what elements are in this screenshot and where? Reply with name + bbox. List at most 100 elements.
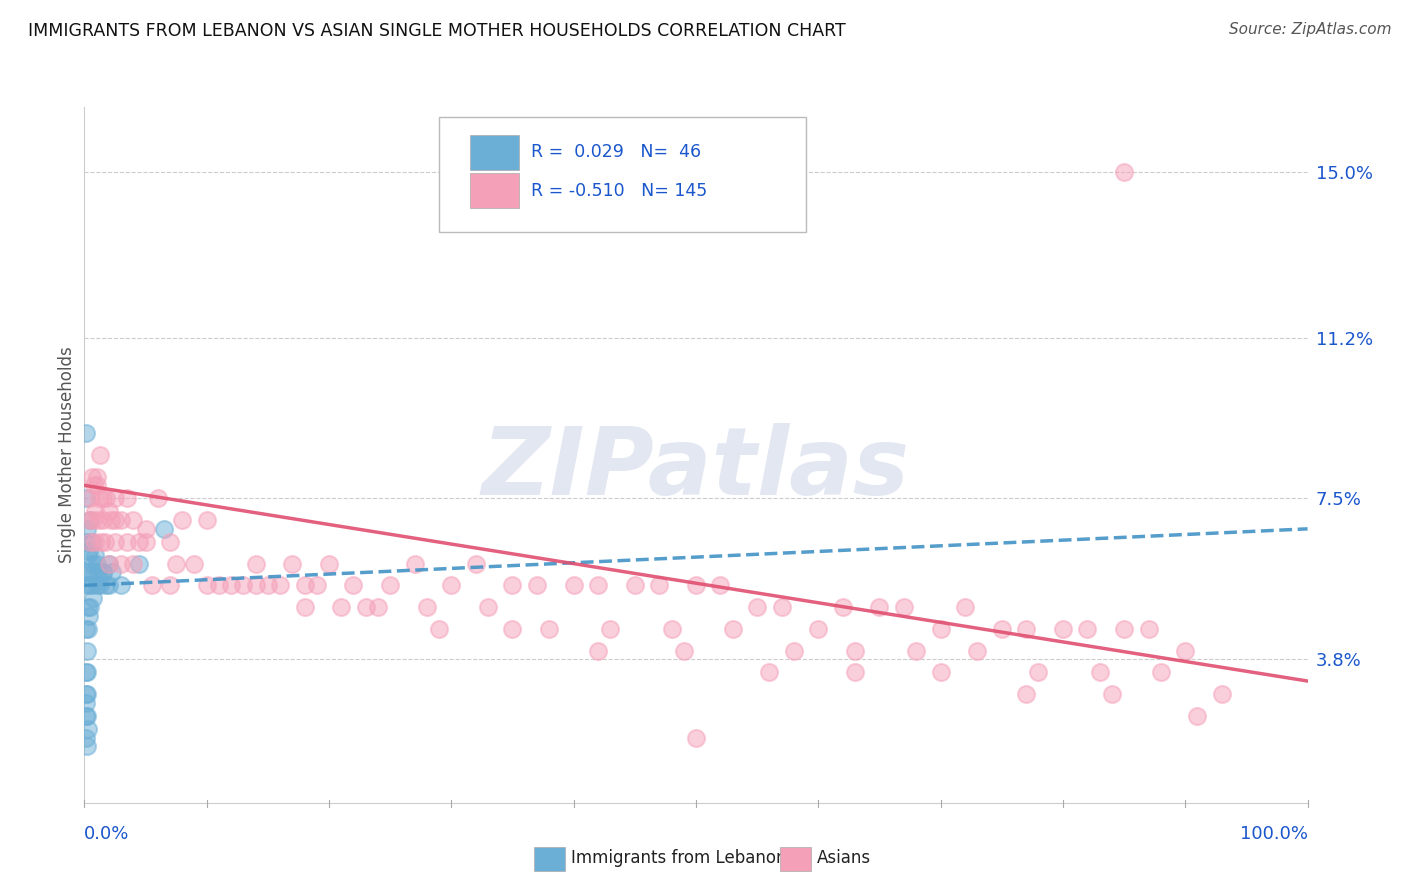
Point xyxy=(91,513,114,527)
Point xyxy=(75,534,97,549)
Point xyxy=(758,665,780,680)
Bar xyxy=(470,135,519,169)
Text: ZIPatlas: ZIPatlas xyxy=(482,423,910,515)
Point xyxy=(77,548,100,562)
Text: R = -0.510   N= 145: R = -0.510 N= 145 xyxy=(531,182,707,200)
Point xyxy=(1114,622,1136,636)
Point xyxy=(159,578,181,592)
Point xyxy=(1088,665,1111,680)
Point xyxy=(86,557,108,571)
Point xyxy=(1028,665,1050,680)
Point xyxy=(76,522,98,536)
Point xyxy=(75,566,97,580)
Point xyxy=(966,643,988,657)
Point xyxy=(75,731,97,745)
Point xyxy=(100,513,122,527)
Point xyxy=(208,578,231,592)
Point xyxy=(75,491,97,506)
Point xyxy=(86,478,108,492)
Point xyxy=(82,557,104,571)
Point xyxy=(80,534,103,549)
Point xyxy=(104,513,127,527)
Point xyxy=(91,566,114,580)
Point xyxy=(685,578,707,592)
Point xyxy=(110,557,132,571)
Text: Immigrants from Lebanon: Immigrants from Lebanon xyxy=(571,849,786,867)
Point xyxy=(79,566,101,580)
Point xyxy=(672,643,695,657)
Point xyxy=(1150,665,1173,680)
Point xyxy=(232,578,254,592)
Point xyxy=(104,534,127,549)
Y-axis label: Single Mother Households: Single Mother Households xyxy=(58,347,76,563)
Point xyxy=(245,557,267,571)
Point xyxy=(135,534,157,549)
Point xyxy=(76,739,98,754)
Point xyxy=(84,548,107,562)
Point xyxy=(661,622,683,636)
Point xyxy=(115,534,138,549)
Point xyxy=(770,600,793,615)
Point xyxy=(91,491,114,506)
Point xyxy=(87,566,110,580)
Point xyxy=(146,491,169,506)
Point xyxy=(721,622,744,636)
Point xyxy=(1015,622,1038,636)
Point xyxy=(128,557,150,571)
Point xyxy=(110,578,132,592)
Point xyxy=(195,578,218,592)
Point xyxy=(153,522,176,536)
Text: Source: ZipAtlas.com: Source: ZipAtlas.com xyxy=(1229,22,1392,37)
Point xyxy=(709,578,731,592)
Point xyxy=(1015,687,1038,701)
Point xyxy=(104,491,127,506)
Point xyxy=(165,557,187,571)
Point xyxy=(183,557,205,571)
Point xyxy=(844,643,866,657)
Point xyxy=(76,687,98,701)
Point xyxy=(86,469,108,483)
Point xyxy=(76,643,98,657)
Point xyxy=(96,578,118,592)
Point xyxy=(294,578,316,592)
Point xyxy=(101,566,124,580)
Point xyxy=(807,622,830,636)
Point xyxy=(648,578,671,592)
Point xyxy=(75,665,97,680)
Point xyxy=(77,543,100,558)
Point xyxy=(76,708,98,723)
Point xyxy=(82,513,104,527)
Point xyxy=(562,578,585,592)
Point xyxy=(502,578,524,592)
Point xyxy=(77,608,100,623)
Point xyxy=(844,665,866,680)
Point xyxy=(83,478,105,492)
Point xyxy=(128,534,150,549)
Point xyxy=(77,578,100,592)
Point xyxy=(159,534,181,549)
Point xyxy=(97,557,120,571)
Point xyxy=(77,622,100,636)
Text: 100.0%: 100.0% xyxy=(1240,825,1308,843)
Point xyxy=(219,578,242,592)
Point xyxy=(245,578,267,592)
Point xyxy=(1052,622,1074,636)
Point xyxy=(96,491,118,506)
Point xyxy=(1137,622,1160,636)
Point xyxy=(783,643,806,657)
Point xyxy=(747,600,769,615)
Point xyxy=(586,578,609,592)
Point xyxy=(77,722,100,736)
Bar xyxy=(470,173,519,208)
Point xyxy=(75,426,97,441)
Point xyxy=(97,504,120,518)
Point xyxy=(84,504,107,518)
Point xyxy=(91,566,114,580)
Point xyxy=(75,622,97,636)
Point xyxy=(80,578,103,592)
Point xyxy=(586,643,609,657)
Point xyxy=(76,578,98,592)
Point xyxy=(89,578,111,592)
Point xyxy=(1101,687,1123,701)
Point xyxy=(991,622,1014,636)
